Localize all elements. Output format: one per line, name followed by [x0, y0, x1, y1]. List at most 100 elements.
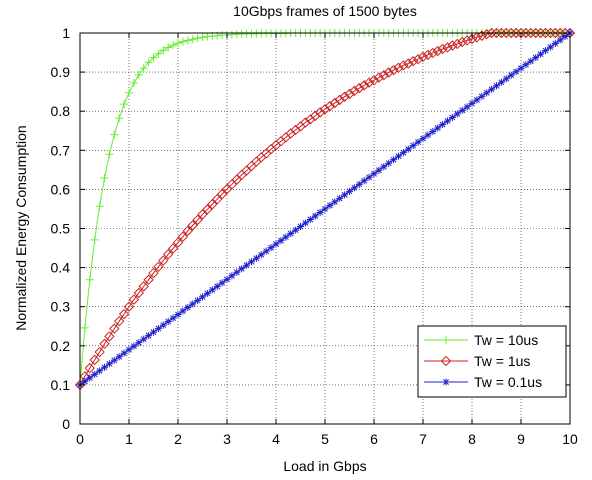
- legend-item: Tw = 0.1us: [424, 374, 542, 390]
- data-point: [282, 233, 290, 241]
- data-point: [267, 244, 275, 252]
- data-point: [233, 268, 241, 276]
- data-point: [403, 58, 414, 69]
- legend-marker: [442, 378, 450, 386]
- data-point: [545, 27, 556, 39]
- data-point: [120, 349, 128, 357]
- data-point: [120, 100, 129, 109]
- y-tick-label: 0.9: [51, 64, 71, 80]
- x-tick-label: 10: [562, 431, 578, 447]
- data-point: [550, 27, 561, 39]
- data-point: [198, 33, 207, 42]
- data-point: [346, 187, 353, 195]
- y-tick-label: 0.1: [51, 377, 71, 393]
- legend-label: Tw = 0.1us: [474, 374, 542, 390]
- data-point: [252, 254, 260, 262]
- data-point: [414, 138, 422, 146]
- x-tick-label: 2: [174, 431, 182, 447]
- data-point: [213, 282, 221, 290]
- data-point: [159, 46, 168, 55]
- data-point: [208, 286, 216, 294]
- data-point: [115, 353, 123, 361]
- data-point: [390, 156, 398, 164]
- data-point: [476, 30, 488, 41]
- data-point: [164, 318, 172, 326]
- data-point: [439, 120, 447, 128]
- data-point: [483, 89, 491, 97]
- data-point: [329, 97, 341, 109]
- data-point: [94, 346, 105, 358]
- data-point: [104, 331, 115, 342]
- data-point: [306, 216, 314, 224]
- data-point: [216, 188, 228, 200]
- data-point: [316, 208, 324, 216]
- data-point: [292, 226, 300, 234]
- data-point: [388, 64, 399, 76]
- y-axis-label: Normalized Energy Consumption: [13, 125, 29, 330]
- data-point: [380, 163, 388, 171]
- x-tick-label: 4: [272, 431, 280, 447]
- y-tick-label: 0.2: [51, 338, 71, 354]
- y-tick-label: 0.5: [51, 221, 71, 237]
- data-point: [326, 201, 334, 209]
- x-tick-label: 3: [223, 431, 231, 447]
- data-point: [148, 267, 159, 279]
- x-tick-label: 9: [517, 431, 525, 447]
- legend-marker: [440, 355, 452, 367]
- chart-title: 10Gbps frames of 1500 bytes: [233, 3, 417, 19]
- data-point: [510, 27, 522, 39]
- data-point: [172, 237, 184, 248]
- data-point: [341, 191, 349, 199]
- data-point: [512, 68, 520, 76]
- data-point: [154, 49, 163, 58]
- data-point: [187, 220, 198, 231]
- data-point: [344, 88, 355, 100]
- data-point: [488, 85, 496, 93]
- data-point: [129, 79, 138, 88]
- data-point: [447, 40, 458, 51]
- data-point: [370, 170, 378, 178]
- data-point: [463, 103, 471, 111]
- data-point: [143, 274, 154, 285]
- data-point: [537, 50, 545, 58]
- data-point: [238, 265, 246, 273]
- data-point: [429, 128, 437, 136]
- data-point: [456, 36, 468, 48]
- legend-item: Tw = 1us: [424, 353, 530, 369]
- data-point: [177, 231, 189, 242]
- data-point: [115, 114, 124, 123]
- data-point: [404, 145, 412, 153]
- data-point: [383, 67, 394, 78]
- data-point: [507, 71, 515, 79]
- data-point: [110, 356, 118, 364]
- x-tick-label: 1: [125, 431, 133, 447]
- data-point: [297, 223, 304, 231]
- data-point: [105, 360, 113, 368]
- data-point: [527, 57, 535, 65]
- data-point: [169, 314, 177, 322]
- data-point: [301, 219, 309, 227]
- data-point: [145, 332, 153, 340]
- data-point: [419, 135, 427, 143]
- data-point: [84, 362, 96, 374]
- data-point: [448, 113, 456, 121]
- data-point: [385, 159, 393, 167]
- y-tick-label: 0.7: [51, 142, 71, 158]
- data-point: [287, 230, 295, 238]
- data-point: [150, 328, 157, 336]
- data-point: [248, 258, 255, 266]
- legend-label: Tw = 10us: [474, 332, 538, 348]
- data-point: [360, 177, 368, 185]
- data-point: [393, 62, 404, 74]
- x-tick-label: 5: [321, 431, 329, 447]
- data-point: [194, 296, 202, 304]
- data-point: [128, 294, 140, 305]
- data-point: [358, 80, 370, 91]
- data-point: [437, 43, 448, 55]
- data-point: [354, 82, 365, 94]
- data-point: [417, 51, 429, 63]
- data-point: [350, 184, 358, 192]
- data-point: [193, 34, 202, 43]
- data-point: [422, 49, 434, 61]
- data-point: [203, 289, 211, 297]
